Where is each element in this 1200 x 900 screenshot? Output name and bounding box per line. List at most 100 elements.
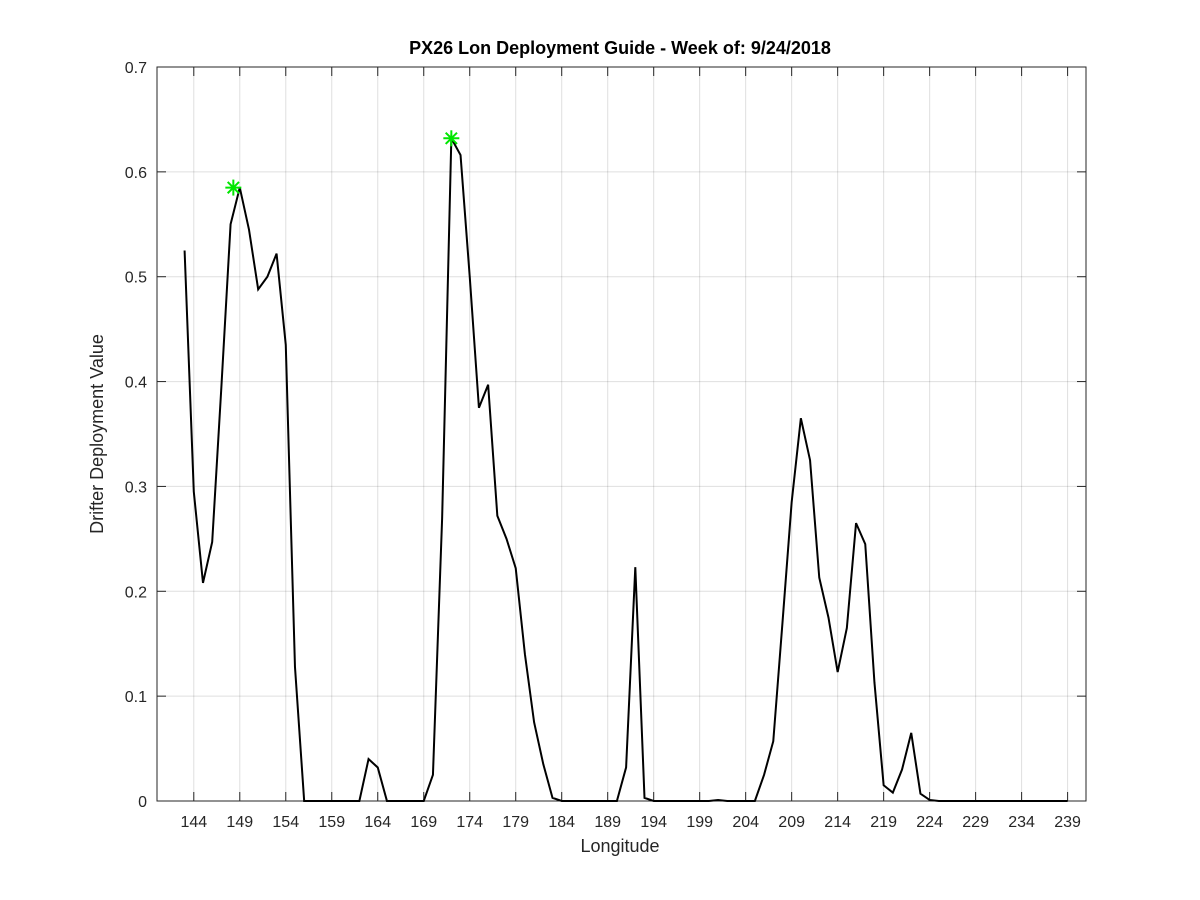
- data-point: [349, 800, 351, 802]
- data-point: [432, 774, 434, 776]
- data-point: [634, 566, 636, 568]
- x-tick-label: 174: [456, 814, 483, 831]
- data-point: [818, 576, 820, 578]
- data-point: [229, 223, 231, 225]
- data-point: [772, 740, 774, 742]
- y-tick-label: 0.2: [125, 584, 147, 601]
- data-point: [303, 800, 305, 802]
- data-point: [1066, 800, 1068, 802]
- data-point: [505, 538, 507, 540]
- x-tick-label: 154: [272, 814, 299, 831]
- data-point: [404, 800, 406, 802]
- y-tick-label: 0.7: [125, 60, 147, 77]
- data-point: [754, 800, 756, 802]
- y-tick-label: 0.6: [125, 165, 147, 182]
- data-point: [257, 288, 259, 290]
- data-point: [781, 622, 783, 624]
- series-line: [183, 134, 1068, 802]
- data-point: [643, 797, 645, 799]
- plot-frame: [156, 66, 1087, 802]
- data-point: [993, 800, 995, 802]
- data-point: [183, 249, 185, 251]
- x-tick-label: 219: [870, 814, 897, 831]
- data-point: [726, 800, 728, 802]
- data-point: [275, 252, 277, 254]
- data-point: [331, 800, 333, 802]
- data-point: [956, 800, 958, 802]
- x-axis-label: Longitude: [580, 836, 659, 856]
- data-point: [735, 800, 737, 802]
- data-point: [533, 721, 535, 723]
- data-point: [1020, 800, 1022, 802]
- data-point: [689, 800, 691, 802]
- x-tick-label: 204: [732, 814, 759, 831]
- data-point: [717, 799, 719, 801]
- data-point: [340, 800, 342, 802]
- x-tick-label: 179: [502, 814, 529, 831]
- data-point: [882, 784, 884, 786]
- x-tick-label: 239: [1054, 814, 1081, 831]
- data-point: [570, 800, 572, 802]
- x-tick-label: 194: [640, 814, 667, 831]
- data-point: [579, 800, 581, 802]
- data-point: [698, 800, 700, 802]
- y-tick-label: 0.1: [125, 689, 147, 706]
- x-tick-label: 209: [778, 814, 805, 831]
- grid-lines: [157, 66, 1086, 802]
- data-point: [1002, 800, 1004, 802]
- data-point: [248, 228, 250, 230]
- data-point: [588, 800, 590, 802]
- data-point: [561, 800, 563, 802]
- x-tick-label: 234: [1008, 814, 1035, 831]
- data-point: [220, 386, 222, 388]
- data-point: [211, 541, 213, 543]
- data-point: [321, 800, 323, 802]
- data-point: [800, 417, 802, 419]
- data-point: [266, 276, 268, 278]
- data-point: [984, 800, 986, 802]
- data-point: [193, 490, 195, 492]
- data-point: [515, 567, 517, 569]
- data-point: [202, 582, 204, 584]
- x-tick-label: 224: [916, 814, 943, 831]
- peak-marker: [443, 130, 460, 147]
- data-point: [974, 800, 976, 802]
- x-tick-label: 159: [318, 814, 345, 831]
- peak-marker: [225, 179, 242, 196]
- data-point: [827, 616, 829, 618]
- data-point: [901, 768, 903, 770]
- data-point: [928, 799, 930, 801]
- data-point: [377, 766, 379, 768]
- data-point: [496, 515, 498, 517]
- data-point: [524, 653, 526, 655]
- data-point: [542, 763, 544, 765]
- x-tick-label: 199: [686, 814, 713, 831]
- data-point: [763, 774, 765, 776]
- data-point: [836, 671, 838, 673]
- data-point: [423, 800, 425, 802]
- data-point: [1030, 800, 1032, 802]
- data-point: [616, 800, 618, 802]
- data-point: [910, 732, 912, 734]
- data-point: [652, 800, 654, 802]
- series-layer: [183, 134, 1068, 802]
- data-point: [947, 800, 949, 802]
- data-point: [855, 522, 857, 524]
- x-tick-label: 214: [824, 814, 851, 831]
- data-point: [1011, 800, 1013, 802]
- x-tick-label: 144: [180, 814, 207, 831]
- data-point: [1048, 800, 1050, 802]
- data-point: [671, 800, 673, 802]
- data-point: [744, 800, 746, 802]
- data-point: [312, 800, 314, 802]
- data-point: [938, 800, 940, 802]
- data-point: [662, 800, 664, 802]
- data-point: [441, 517, 443, 519]
- x-tick-label: 149: [226, 814, 253, 831]
- data-point: [892, 791, 894, 793]
- data-point: [469, 276, 471, 278]
- data-point: [846, 627, 848, 629]
- y-tick-label: 0.5: [125, 270, 147, 287]
